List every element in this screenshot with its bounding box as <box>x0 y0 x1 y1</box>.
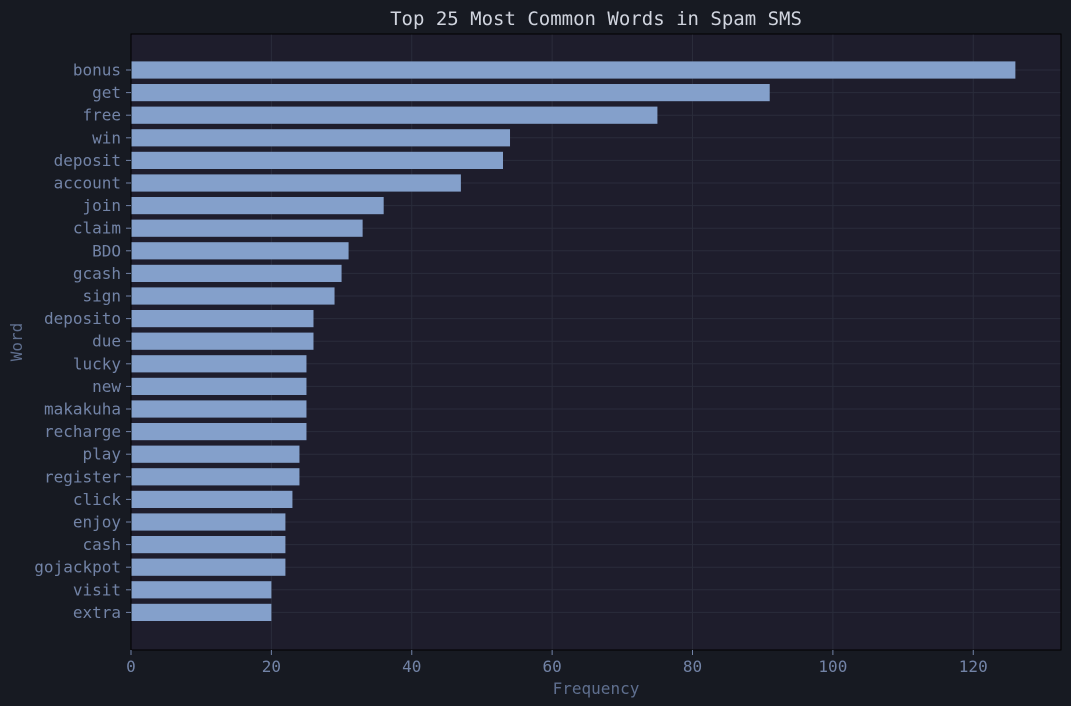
x-tick-label: 0 <box>126 657 136 676</box>
bar-BDO <box>131 242 349 260</box>
bar-enjoy <box>131 513 286 531</box>
y-tick-label: free <box>82 106 121 125</box>
bar-cash <box>131 536 286 554</box>
y-tick-label: bonus <box>73 61 121 80</box>
bar-sign <box>131 287 335 305</box>
y-tick-label: new <box>92 377 121 396</box>
x-tick-label: 120 <box>959 657 988 676</box>
bar-win <box>131 129 511 147</box>
y-tick-label: cash <box>82 535 121 554</box>
bar-get <box>131 84 770 102</box>
bars <box>131 61 1016 621</box>
plot-frame <box>130 33 1062 651</box>
y-tick-label: get <box>92 83 121 102</box>
y-tick-label: sign <box>82 287 121 306</box>
x-tick-label: 100 <box>818 657 847 676</box>
bar-recharge <box>131 423 307 441</box>
bar-due <box>131 332 314 350</box>
y-tick-label: extra <box>73 603 121 622</box>
y-tick-label: click <box>73 490 122 509</box>
bar-account <box>131 174 461 192</box>
bar-join <box>131 197 384 215</box>
y-tick-label: win <box>92 128 121 147</box>
y-tick-label: BDO <box>92 241 121 260</box>
y-tick-label: gojackpot <box>34 558 121 577</box>
bar-claim <box>131 219 363 237</box>
x-tick-label: 80 <box>683 657 702 676</box>
bar-free <box>131 106 658 124</box>
y-tick-label: gcash <box>73 264 121 283</box>
x-tick-label: 40 <box>402 657 421 676</box>
ticks: bonus get free win deposit account join claim BD… <box>34 61 987 677</box>
y-tick-label: register <box>44 467 121 486</box>
y-tick-label: join <box>82 196 121 215</box>
bar-play <box>131 445 300 463</box>
y-axis-label: Word <box>7 323 26 362</box>
y-tick-label: play <box>82 445 121 464</box>
y-tick-label: makakuha <box>44 400 121 419</box>
bar-click <box>131 490 293 508</box>
x-axis-label: Frequency <box>553 679 640 698</box>
x-tick-label: 20 <box>262 657 281 676</box>
y-tick-label: recharge <box>44 422 121 441</box>
y-tick-label: due <box>92 332 121 351</box>
y-tick-label: lucky <box>73 354 122 373</box>
bar-new <box>131 377 307 395</box>
y-tick-label: claim <box>73 219 121 238</box>
bar-extra <box>131 603 272 621</box>
y-tick-label: account <box>54 174 121 193</box>
chart-title: Top 25 Most Common Words in Spam SMS <box>390 8 802 30</box>
bar-deposit <box>131 151 503 169</box>
bar-register <box>131 468 300 486</box>
y-tick-label: deposit <box>54 151 121 170</box>
bar-gojackpot <box>131 558 286 576</box>
bar-gcash <box>131 264 342 282</box>
x-tick-label: 60 <box>542 657 561 676</box>
bar-bonus <box>131 61 1016 79</box>
y-tick-label: enjoy <box>73 513 122 532</box>
bar-makakuha <box>131 400 307 418</box>
y-tick-label: deposito <box>44 309 121 328</box>
y-tick-label: visit <box>73 580 121 599</box>
bar-deposito <box>131 310 314 328</box>
bar-visit <box>131 581 272 599</box>
bar-lucky <box>131 355 307 373</box>
